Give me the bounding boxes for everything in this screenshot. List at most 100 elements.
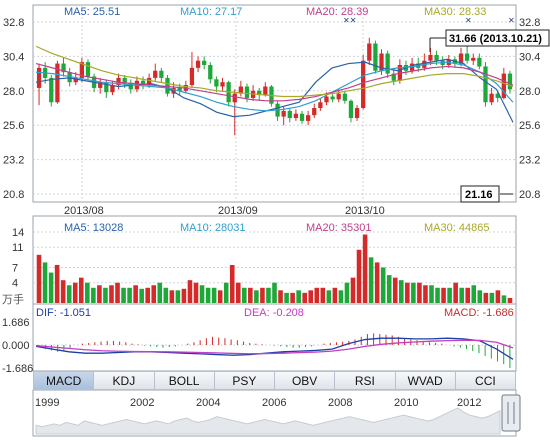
volume-bar [254,290,259,303]
candle-body [177,87,182,91]
candle-body [208,65,213,80]
candle-body [489,93,494,103]
volume-bar [489,292,495,303]
volume-bar [441,287,446,303]
macd-line-dif [35,337,514,360]
candle-body [391,73,396,81]
volume-bar [320,287,326,303]
volume-bar [392,277,398,303]
ma30-volume-label: MA30: 44865 [424,222,489,234]
volume-bar [175,290,181,303]
ma5-price-label: MA5: 25.51 [64,6,120,18]
candle-body [507,73,513,90]
candle-body [165,77,170,94]
volume-bar [169,290,175,303]
ma-line-ma5 [35,58,514,123]
tab-rsi[interactable]: RSI [335,371,396,390]
price-axis-right-label: 28.0 [519,86,540,98]
volume-bar [459,287,464,303]
volume-bar [109,285,114,303]
candle-body [305,115,311,121]
tab-kdj[interactable]: KDJ [94,371,155,390]
candle-body [232,93,237,103]
date-axis-label: 2013/09 [218,205,258,217]
tab-obv[interactable]: OBV [275,371,336,390]
candle-body [140,80,146,86]
price-panel [32,4,517,203]
event-marker-icon[interactable]: ✕✕ [343,16,356,25]
volume-bar [78,277,84,303]
candle-body [495,93,500,98]
volume-bar [85,282,90,303]
candle-body [238,86,244,94]
volume-bar [242,287,247,303]
candle-body [293,113,299,119]
candle-body [189,67,195,86]
overview-area [35,407,501,435]
volume-axis-left-label: 7 [12,263,18,275]
volume-bar [151,285,157,303]
volume-bar [344,282,350,303]
candle-body [361,60,366,108]
volume-bar [248,287,253,303]
macd-value-label: MACD: -1.686 [444,307,514,319]
volume-bar [266,287,271,303]
candle-body [171,87,176,94]
volume-bar [471,285,477,303]
candle-body [104,82,109,93]
volume-bar [350,277,356,303]
tab-psy[interactable]: PSY [214,371,275,390]
candle-body [202,60,207,65]
tab-wvad[interactable]: WVAD [395,371,456,390]
overview-year-label: 2010 [394,397,418,409]
tab-cci[interactable]: CCI [455,371,516,390]
tab-boll[interactable]: BOLL [154,371,215,390]
candle-body [330,96,335,100]
volume-bar [465,287,471,303]
event-marker-icon[interactable]: ✕ [508,16,515,25]
volume-bar [260,287,265,303]
volume-bar [229,264,235,303]
candle-body [263,86,268,96]
event-marker-icon[interactable]: ✕ [465,16,472,25]
volume-bar [91,287,96,303]
volume-bar [133,285,138,303]
candle-body [146,77,152,86]
price-axis-right-label: 23.2 [519,155,540,167]
volume-bar [42,262,48,303]
candle-body [287,110,292,119]
price-axis-left-label: 30.4 [3,51,24,63]
price-axis-right-label: 30.4 [519,51,540,63]
volume-bar [338,290,344,303]
candle-body [471,57,476,61]
indicator-tabs: MACD KDJ BOLL PSY OBV RSI WVAD CCI [33,371,516,390]
ma20-price-label: MA20: 28.39 [306,6,368,18]
volume-bar [36,254,42,303]
candle-body [501,73,506,98]
volume-bar [181,288,187,303]
candle-body [385,53,390,74]
volume-bar [121,287,126,303]
price-axis-left-label: 20.8 [3,189,24,201]
volume-bar [302,292,307,303]
candle-body [98,82,103,88]
volume-bar [205,287,211,303]
volume-bar [501,295,507,303]
overview-scroll-handle[interactable] [501,394,521,432]
volume-bar [211,287,217,303]
volume-bar [66,285,72,303]
candle-body [257,90,262,96]
overview-year-label: 2004 [196,397,220,409]
candle-body [324,96,329,103]
ma-line-ma30 [35,45,514,98]
volume-bar [97,285,102,303]
candle-body [61,63,66,73]
candle-body [379,53,384,71]
volume-bar [405,282,410,303]
candle-body [477,57,482,67]
tab-macd[interactable]: MACD [33,371,95,390]
date-axis-label: 2013/08 [64,205,104,217]
volume-bar [163,287,169,303]
overview-year-label: 2006 [262,397,286,409]
candle-body [128,83,133,90]
